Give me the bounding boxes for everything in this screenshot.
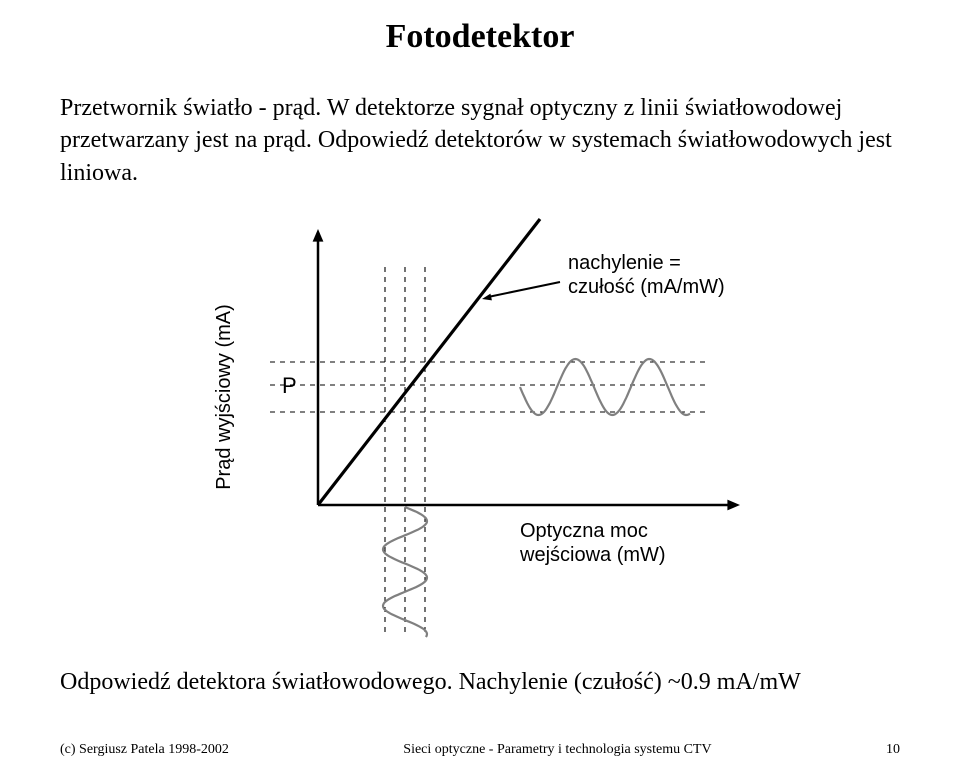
figure-caption: Odpowiedź detektora światłowodowego. Nac…	[60, 669, 900, 696]
y-axis-label: Prąd wyjściowy (mA)	[213, 304, 235, 490]
slope-pointer-arrow	[482, 282, 560, 300]
footer-left: (c) Sergiusz Patela 1998-2002	[60, 742, 229, 758]
page-title: Fotodetektor	[60, 18, 900, 56]
x-axis-label-line1: Optyczna moc	[520, 520, 648, 542]
footer-center: Sieci optyczne - Parametry i technologia…	[403, 742, 711, 758]
description-paragraph: Przetwornik światło - prąd. W detektorze…	[60, 92, 900, 189]
footer-right: 10	[886, 742, 900, 758]
slope-label-line2: czułość (mA/mW)	[568, 276, 725, 298]
page: Fotodetektor Przetwornik światło - prąd.…	[0, 0, 960, 772]
page-footer: (c) Sergiusz Patela 1998-2002 Sieci opty…	[0, 742, 960, 758]
slope-label-line1: nachylenie =	[568, 252, 681, 274]
chart-container: Prąd wyjściowy (mA) P nachylenie = czuło…	[170, 207, 790, 647]
response-chart: Prąd wyjściowy (mA) P nachylenie = czuło…	[170, 207, 790, 647]
output-wave	[520, 359, 690, 415]
guide-lines	[270, 267, 710, 637]
x-axis-label-line2: wejściowa (mW)	[519, 544, 666, 566]
